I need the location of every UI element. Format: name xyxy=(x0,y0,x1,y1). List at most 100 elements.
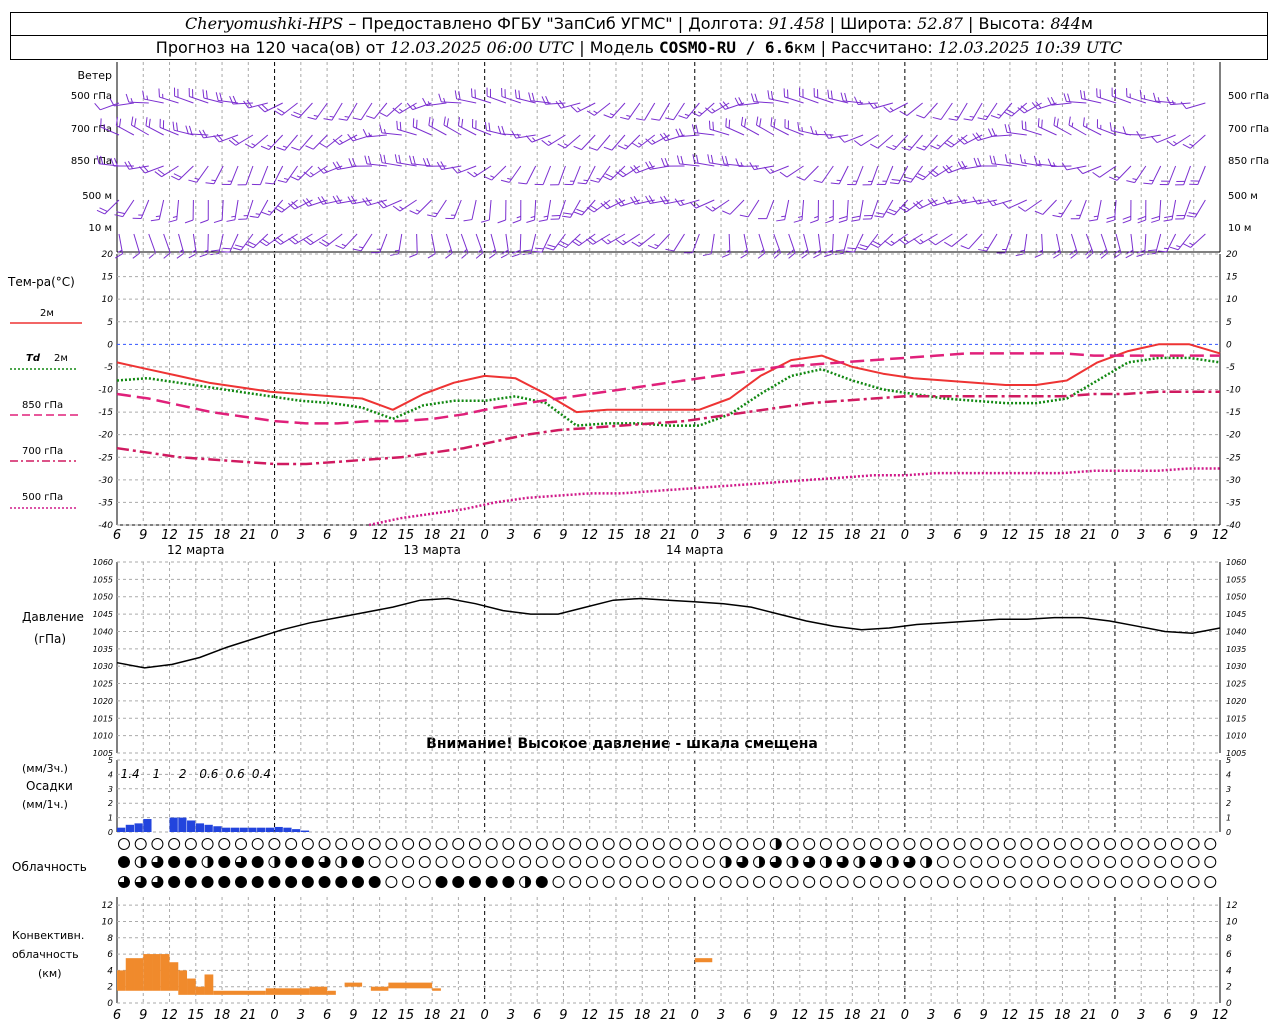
cloud-top xyxy=(702,838,715,850)
conv-bar xyxy=(117,970,126,991)
temp-ytick-right: 15 xyxy=(1226,273,1238,283)
pressure-line xyxy=(116,597,1221,669)
cloud-mid xyxy=(368,856,381,868)
cloud-low xyxy=(168,876,181,888)
wind-barb-3-32 xyxy=(573,199,596,216)
wind-barb-0-56 xyxy=(932,102,953,120)
cloud-low xyxy=(351,876,364,888)
cloud-low xyxy=(318,876,331,888)
precip-ytick-right: 1 xyxy=(1226,814,1231,823)
time-bottom-tick-label: 12 xyxy=(1002,1008,1019,1023)
cloud-top xyxy=(870,838,883,850)
time-bottom-tick-label: 12 xyxy=(581,1008,598,1023)
wind-barb-1-65 xyxy=(1068,116,1087,136)
wind-barb-4-63 xyxy=(1052,233,1062,259)
wind-barb-1-11 xyxy=(260,134,284,151)
wind-barb-3-41 xyxy=(705,199,730,212)
wind-barb-3-63 xyxy=(1034,199,1057,215)
wind-barb-3-38 xyxy=(659,195,685,205)
precip-ytick-left: 0 xyxy=(108,828,113,837)
precip-bar xyxy=(239,827,248,832)
wind-barb-1-17 xyxy=(347,133,373,142)
wind-barb-0-19 xyxy=(379,102,403,117)
cloud-mid xyxy=(485,856,498,868)
pressure-ytick-right: 1035 xyxy=(1226,645,1246,654)
temp-ytick-right: -5 xyxy=(1226,363,1235,373)
cloud-mid xyxy=(535,856,548,868)
wind-barb-0-21 xyxy=(406,102,432,111)
cloud-mid xyxy=(769,856,782,868)
conv-bar xyxy=(169,962,179,991)
legend-t500: 500 гПа xyxy=(22,492,63,503)
cloud-top xyxy=(920,838,933,850)
wind-barb-4-14 xyxy=(303,233,328,246)
precip-bar xyxy=(300,830,310,832)
time-tick-label: 12 xyxy=(1002,528,1019,543)
wind-barb-0-44 xyxy=(750,93,774,104)
precip-bar xyxy=(265,827,275,832)
wind-barb-4-2 xyxy=(148,233,156,259)
temp-ytick-right: -40 xyxy=(1226,521,1241,531)
model-label: Модель xyxy=(589,38,654,57)
wind-barb-2-37 xyxy=(645,161,670,170)
wind-barb-0-4 xyxy=(158,88,179,104)
wind-barb-2-36 xyxy=(630,165,655,174)
wind-barb-0-41 xyxy=(704,102,730,114)
pressure-ytick-right: 1060 xyxy=(1226,558,1246,567)
time-tick-label: 12 xyxy=(161,528,178,543)
cloud-mid xyxy=(1003,856,1016,868)
time-bottom-tick-label: 9 xyxy=(559,1008,567,1023)
conv-ytick-right: 2 xyxy=(1226,983,1232,993)
wind-barb-0-63 xyxy=(1031,101,1057,110)
wind-barb-3-66 xyxy=(1088,199,1102,222)
wind-barb-4-61 xyxy=(1015,233,1028,257)
cloud-low xyxy=(786,876,799,888)
wind-barb-0-2 xyxy=(125,93,149,104)
date-label: 14 марта xyxy=(666,543,723,557)
cloud-low xyxy=(886,876,899,888)
cloud-mid xyxy=(318,856,331,868)
time-bottom-tick-label: 6 xyxy=(113,1008,121,1023)
wind-barb-1-35 xyxy=(617,134,641,150)
lon-value: 91.458 xyxy=(768,14,825,33)
cloud-mid xyxy=(736,856,749,868)
precip-bar xyxy=(222,827,231,832)
wind-barb-1-54 xyxy=(901,134,923,151)
wind-barb-4-20 xyxy=(409,233,418,258)
wind-barb-4-45 xyxy=(787,233,796,259)
time-tick-label: 21 xyxy=(660,528,677,543)
time-tick-label: 15 xyxy=(818,528,835,543)
time-tick-label: 6 xyxy=(953,528,961,543)
conv-bar xyxy=(309,986,328,995)
wind-barb-2-31 xyxy=(564,165,581,186)
wind-barb-1-61 xyxy=(1004,123,1027,136)
conv-ytick-right: 6 xyxy=(1226,950,1232,960)
cloud-low xyxy=(268,876,281,888)
cloud-low xyxy=(920,876,933,888)
cloud-low xyxy=(870,876,883,888)
wind-barb-2-45 xyxy=(763,165,789,174)
cloud-mid xyxy=(435,856,448,868)
wind-barb-1-56 xyxy=(930,134,953,150)
cloud-mid xyxy=(970,856,983,868)
time-tick-label: 0 xyxy=(1111,528,1119,543)
wind-barb-4-59 xyxy=(978,233,998,252)
time-tick-label: 3 xyxy=(927,528,935,543)
cloud-low xyxy=(1187,876,1200,888)
pressure-label: Давление xyxy=(22,610,84,624)
wind-barb-0-6 xyxy=(188,87,209,104)
wind-barb-0-67 xyxy=(1096,88,1117,104)
wind-barb-3-52 xyxy=(874,199,894,218)
temp-label: Тем-ра(°С) xyxy=(7,275,75,289)
wind-barb-0-16 xyxy=(338,102,358,121)
conv-ytick-right: 10 xyxy=(1226,917,1238,927)
wind-barb-0-0 xyxy=(94,102,120,111)
cloud-low xyxy=(485,876,498,888)
wind-barb-4-22 xyxy=(445,233,453,259)
cloud-top xyxy=(886,838,899,850)
wind-barb-4-36 xyxy=(631,233,656,247)
time-bottom-tick-label: 0 xyxy=(691,1008,699,1023)
time-bottom-tick-label: 12 xyxy=(161,1008,178,1023)
wind-barb-1-70 xyxy=(1136,131,1161,140)
cloud-top xyxy=(184,838,197,850)
